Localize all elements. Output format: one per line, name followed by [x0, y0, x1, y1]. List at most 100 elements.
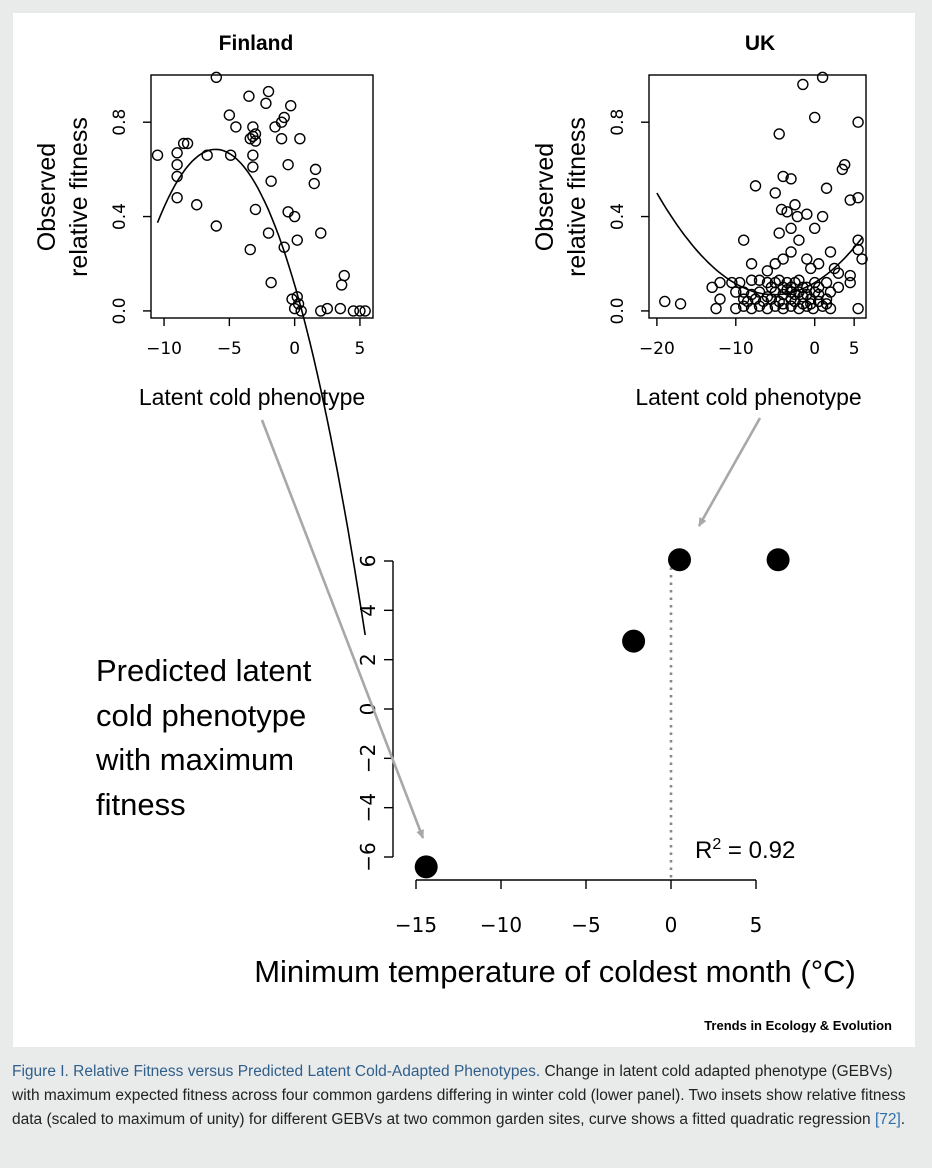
uk-data-point — [753, 300, 766, 312]
finland-data-point — [265, 175, 277, 187]
finland-x-axis-label: Latent cold phenotype — [139, 384, 365, 410]
finland-data-point — [260, 97, 272, 110]
finland-data-point — [151, 149, 164, 161]
finland-data-point — [210, 220, 222, 232]
finland-y-tick-label: 0.4 — [110, 203, 130, 230]
finland-data-point — [171, 147, 183, 159]
finland-data-point — [249, 135, 262, 147]
main-y-tick-label: 6 — [356, 555, 380, 568]
finland-data-point — [308, 177, 320, 190]
uk-data-point — [710, 302, 722, 315]
main-y-tick-label: 4 — [356, 604, 380, 617]
finland-data-point — [262, 227, 275, 239]
main-x-tick-label: 5 — [750, 913, 763, 937]
finland-data-point — [354, 305, 366, 317]
uk-data-point — [745, 274, 758, 286]
main-data-point — [668, 548, 691, 572]
uk-data-point — [761, 265, 774, 277]
uk-data-point — [749, 180, 762, 192]
uk-data-point — [856, 253, 868, 265]
caption-reference-link[interactable]: [72] — [874, 1111, 901, 1128]
uk-data-point — [844, 194, 856, 206]
finland-data-point — [191, 199, 203, 211]
finland-data-point — [265, 276, 277, 289]
uk-data-point — [745, 302, 758, 315]
finland-data-point — [171, 158, 183, 171]
finland-y-axis-label: Observed relative fitness — [33, 117, 93, 277]
figure-panel — [13, 13, 915, 1047]
uk-data-point — [734, 276, 746, 289]
uk-data-point — [852, 243, 864, 256]
uk-data-point — [761, 302, 774, 315]
finland-data-point — [247, 121, 259, 133]
uk-data-point — [852, 302, 864, 315]
uk-data-point — [781, 206, 793, 218]
finland-data-point — [338, 269, 350, 282]
uk-x-tick-label: 0 — [809, 339, 820, 359]
uk-title: UK — [745, 32, 775, 55]
uk-data-point — [809, 111, 821, 124]
finland-data-point — [181, 137, 194, 150]
uk-data-point — [737, 234, 750, 246]
uk-data-point — [824, 246, 837, 258]
uk-data-point — [726, 276, 738, 289]
uk-data-point — [844, 276, 856, 289]
finland-data-point — [291, 234, 303, 246]
caption-body: Change in latent cold adapted phenotype … — [12, 1063, 906, 1128]
uk-data-point — [777, 170, 789, 183]
main-y-tick-label: −4 — [356, 793, 380, 822]
finland-data-point — [210, 71, 222, 84]
main-x-axis-label: Minimum temperature of coldest month (°C… — [254, 954, 856, 989]
uk-data-point — [820, 182, 833, 194]
uk-data-point — [769, 187, 781, 199]
finland-y-tick-label: 0.8 — [110, 109, 130, 136]
uk-data-point — [809, 222, 821, 235]
uk-data-point — [824, 286, 837, 298]
uk-fit-curve — [656, 192, 863, 296]
uk-data-point — [816, 210, 829, 223]
finland-data-point — [275, 132, 288, 145]
finland-inset: Finland −10 −5 0 5 0.0 0.4 0.8 Latent cold pheno… — [33, 32, 374, 636]
finland-y-tick-label: 0.0 — [110, 297, 130, 324]
r-squared-r: R — [695, 837, 712, 864]
main-r-squared-annotation: R2 = 0.92 — [695, 836, 795, 864]
uk-y-tick-label: 0.0 — [608, 297, 628, 324]
uk-data-point — [737, 300, 750, 312]
finland-data-point — [171, 191, 183, 204]
uk-data-point — [730, 286, 742, 298]
journal-brand: Trends in Ecology & Evolution — [704, 1018, 892, 1033]
uk-data-point — [730, 302, 742, 315]
finland-data-point — [262, 85, 275, 98]
finland-x-tick-label: 0 — [289, 339, 300, 359]
uk-x-tick-label: −10 — [718, 339, 754, 359]
uk-data-point — [659, 295, 671, 308]
main-x-tick-label: −5 — [571, 913, 600, 937]
uk-data-point — [785, 173, 797, 185]
predicted-label-line: Predicted latent — [96, 653, 312, 688]
finland-data-point — [243, 90, 255, 102]
uk-data-point — [769, 300, 781, 312]
finland-data-point — [335, 279, 348, 291]
uk-data-point — [801, 208, 813, 220]
uk-data-point — [789, 199, 801, 211]
caption-title: Figure I. Relative Fitness versus Predic… — [12, 1063, 541, 1080]
uk-data-point — [775, 203, 788, 216]
uk-data-point — [838, 158, 851, 171]
main-y-tick-label: −6 — [356, 842, 380, 871]
finland-data-point — [295, 305, 307, 317]
uk-data-point — [773, 227, 785, 239]
uk-y-tick-label: 0.8 — [608, 109, 628, 136]
uk-inset: UK −20 −10 0 5 0.0 0.4 0.8 Latent cold phenotype… — [531, 32, 868, 410]
uk-data-point — [714, 293, 726, 305]
uk-data-point — [824, 302, 837, 315]
main-y-tick-label: −2 — [356, 744, 380, 773]
main-y-tick-label: 2 — [356, 653, 380, 666]
uk-y-axis-label-line: Observed — [531, 143, 559, 251]
finland-data-point — [282, 158, 294, 171]
finland-data-point — [247, 149, 259, 161]
uk-data-point — [785, 246, 797, 258]
uk-y-tick-label: 0.4 — [608, 203, 628, 230]
uk-data-point — [832, 267, 845, 279]
uk-data-point — [816, 300, 829, 312]
